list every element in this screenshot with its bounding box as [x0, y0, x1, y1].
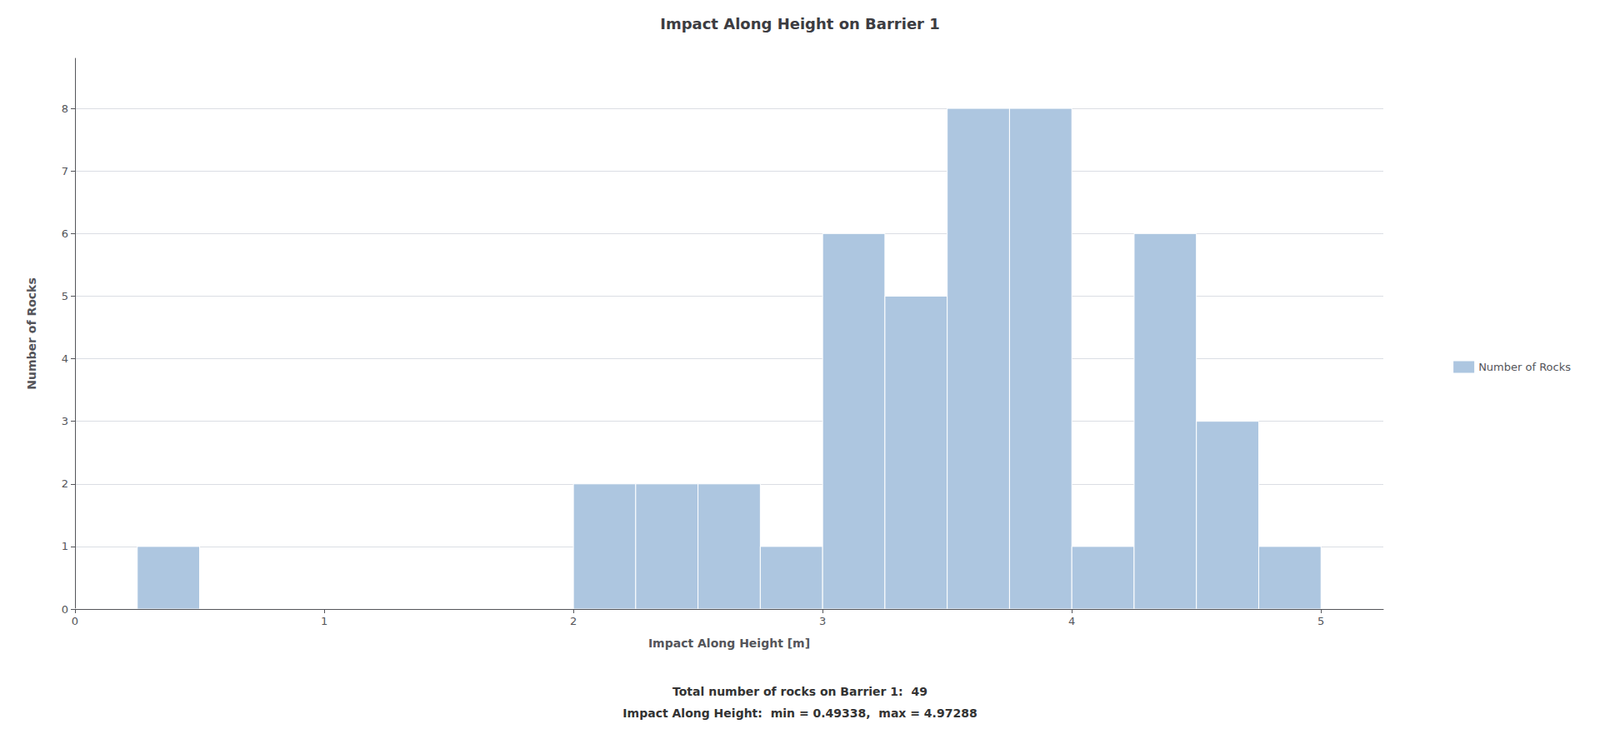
svg-text:Number of Rocks: Number of Rocks — [25, 277, 39, 390]
svg-text:0: 0 — [71, 615, 79, 628]
svg-text:3: 3 — [61, 415, 69, 428]
svg-text:Number of Rocks: Number of Rocks — [1478, 360, 1571, 374]
svg-text:Total number of rocks on Barri: Total number of rocks on Barrier 1: 49 — [672, 685, 928, 699]
svg-text:Impact Along Height on Barrier: Impact Along Height on Barrier 1 — [660, 15, 940, 33]
svg-text:2: 2 — [570, 615, 577, 628]
svg-text:8: 8 — [61, 102, 69, 115]
svg-text:1: 1 — [61, 540, 69, 553]
svg-text:Impact Along Height [m]: Impact Along Height [m] — [648, 636, 810, 650]
svg-text:1: 1 — [320, 615, 328, 628]
svg-text:7: 7 — [61, 165, 69, 178]
svg-text:Impact Along Height: min = 0.: Impact Along Height: min = 0.49338, max … — [622, 706, 977, 720]
svg-text:2: 2 — [61, 477, 69, 490]
svg-text:4: 4 — [1068, 615, 1075, 628]
svg-text:0: 0 — [61, 603, 69, 616]
svg-text:5: 5 — [1317, 615, 1325, 628]
svg-text:3: 3 — [819, 615, 826, 628]
svg-text:5: 5 — [61, 290, 69, 303]
svg-text:4: 4 — [61, 352, 69, 365]
svg-text:6: 6 — [61, 227, 69, 240]
